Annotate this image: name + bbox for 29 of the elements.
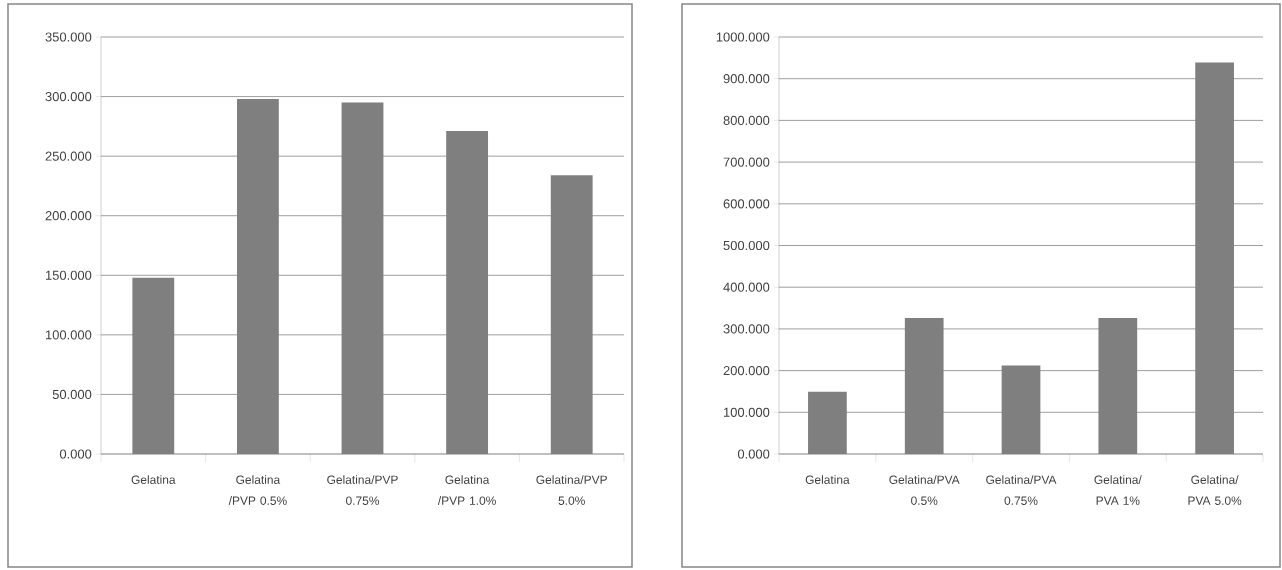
x-tick-label: Gelatina/PVA 0.5%: [889, 475, 960, 505]
y-tick-label: 900.000: [723, 74, 770, 84]
y-tick-label: 100.000: [45, 330, 92, 340]
y-tick-label: 1000.000: [716, 32, 770, 42]
x-tick-label: Gelatina/PVP 0.75%: [327, 475, 398, 505]
x-tick-label: Gelatina: [131, 475, 176, 484]
y-tick-label: 250.000: [45, 151, 92, 161]
y-tick-label: 500.000: [723, 240, 770, 251]
y-tick-label: 300.000: [45, 91, 92, 102]
x-tick-label: Gelatina/ PVA 5.0%: [1188, 475, 1242, 505]
y-tick-label: 800.000: [723, 115, 770, 125]
y-tick-label: 350.000: [45, 32, 92, 42]
y-tick-label: 0.000: [59, 449, 92, 459]
y-tick-label: 400.000: [723, 282, 770, 292]
y-tick-label: 200.000: [45, 211, 92, 221]
x-tick-label: Gelatina/PVP 5.0%: [536, 475, 607, 505]
x-tick-label: Gelatina/PVA 0.75%: [986, 475, 1057, 505]
x-tick-label: Gelatina/ PVA 1%: [1094, 475, 1142, 505]
y-tick-label: 50.000: [52, 389, 92, 400]
x-tick-label: Gelatina: [805, 475, 850, 484]
x-tick-label: Gelatina /PVP 1.0%: [437, 475, 496, 505]
y-tick-label: 300.000: [723, 324, 770, 334]
y-tick-label: 100.000: [723, 407, 770, 417]
y-tick-label: 200.000: [723, 366, 770, 376]
y-tick-label: 150.000: [45, 270, 92, 280]
y-tick-label: 0.000: [737, 449, 770, 459]
y-tick-label: 700.000: [723, 157, 770, 167]
y-tick-label: 600.000: [723, 199, 770, 209]
x-tick-label: Gelatina /PVP 0.5%: [228, 475, 287, 505]
